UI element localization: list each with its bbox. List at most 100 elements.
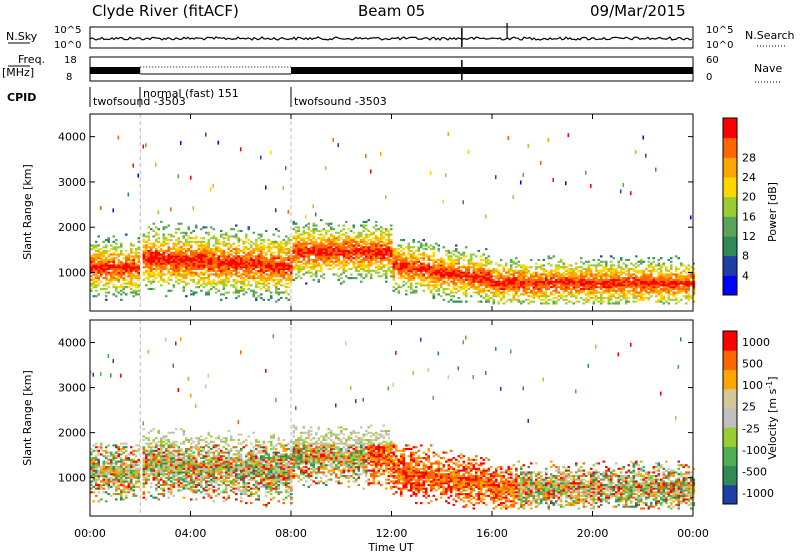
heatmap-cell <box>207 251 210 254</box>
heatmap-cell <box>350 277 353 280</box>
heatmap-cell <box>637 264 640 267</box>
heatmap-cell <box>175 257 178 260</box>
heatmap-cell <box>162 226 165 229</box>
heatmap-cell <box>685 295 688 298</box>
heatmap-cell <box>620 280 623 283</box>
heatmap-cell <box>692 289 695 292</box>
heatmap-cell <box>335 238 338 242</box>
heatmap-cell <box>192 267 195 271</box>
heatmap-cell <box>112 271 115 274</box>
heatmap-cell <box>320 240 323 243</box>
heatmap-cell <box>240 266 243 269</box>
heatmap-cell <box>335 237 338 240</box>
heatmap-cell <box>220 271 223 274</box>
heatmap-cell <box>572 269 575 272</box>
heatmap-cell <box>447 273 450 276</box>
heatmap-cell <box>475 280 478 283</box>
heatmap-cell <box>317 255 320 258</box>
heatmap-cell <box>95 487 98 490</box>
station-title: Clyde River (fitACF) <box>92 2 239 20</box>
heatmap-cell <box>500 264 503 267</box>
heatmap-cell <box>690 284 693 287</box>
heatmap-cell <box>587 266 590 269</box>
heatmap-cell <box>147 231 150 234</box>
heatmap-cell <box>457 257 460 260</box>
heatmap-cell <box>227 253 230 256</box>
heatmap-cell <box>420 257 423 260</box>
heatmap-cell <box>360 238 363 242</box>
heatmap-cell <box>292 235 295 238</box>
heatmap-cell <box>130 282 133 285</box>
heatmap-cell <box>655 289 658 292</box>
heatmap-cell <box>692 282 695 285</box>
heatmap-cell <box>450 273 453 276</box>
nave-tick-top: 60 <box>706 55 719 66</box>
heatmap-cell <box>162 255 165 258</box>
heatmap-cell <box>355 266 358 269</box>
heatmap-cell <box>560 286 563 289</box>
heatmap-cell <box>177 251 180 254</box>
colorbar-swatch <box>723 216 737 237</box>
heatmap-cell <box>610 260 613 263</box>
heatmap-cell <box>155 260 158 263</box>
heatmap-cell <box>567 267 570 271</box>
heatmap-cell <box>465 300 468 303</box>
heatmap-cell <box>117 280 120 283</box>
heatmap-cell <box>112 455 115 458</box>
heatmap-cell <box>167 249 170 252</box>
heatmap-cell <box>125 257 128 260</box>
heatmap-cell <box>385 195 387 200</box>
heatmap-cell <box>220 229 223 233</box>
heatmap-cell <box>535 280 538 283</box>
heatmap-cell <box>630 280 633 283</box>
heatmap-cell <box>235 260 238 263</box>
heatmap-cell <box>565 181 567 186</box>
heatmap-cell <box>407 286 410 289</box>
heatmap-cell <box>212 264 215 267</box>
heatmap-cell <box>182 231 185 234</box>
heatmap-cell <box>675 302 678 305</box>
heatmap-cell <box>477 249 480 252</box>
heatmap-cell <box>592 277 595 280</box>
heatmap-cell <box>205 255 208 258</box>
heatmap-cell <box>125 473 128 476</box>
heatmap-cell <box>177 240 180 243</box>
heatmap-cell <box>650 286 653 289</box>
heatmap-cell <box>242 284 245 287</box>
heatmap-cell <box>452 291 455 294</box>
heatmap-cell <box>182 253 185 256</box>
heatmap-cell <box>552 273 555 276</box>
heatmap-cell <box>90 266 93 269</box>
heatmap-cell <box>650 289 653 292</box>
heatmap-cell <box>90 370 92 375</box>
heatmap-cell <box>462 258 465 262</box>
heatmap-cell <box>327 251 330 254</box>
heatmap-cell <box>182 271 185 274</box>
heatmap-cell <box>555 269 558 272</box>
heatmap-cell <box>572 267 575 271</box>
heatmap-cell <box>142 253 145 256</box>
heatmap-cell <box>360 224 363 227</box>
heatmap-cell <box>290 264 293 267</box>
heatmap-cell <box>617 266 620 269</box>
heatmap-cell <box>185 233 188 236</box>
heatmap-cell <box>225 282 228 285</box>
heatmap-cell <box>312 267 315 271</box>
heatmap-cell <box>452 300 455 303</box>
freq-trace <box>90 60 693 80</box>
heatmap-cell <box>115 266 118 269</box>
heatmap-cell <box>627 280 630 283</box>
heatmap-cell <box>452 273 455 276</box>
heatmap-cell <box>147 275 150 278</box>
heatmap-cell <box>450 277 453 280</box>
heatmap-cell <box>560 287 563 291</box>
heatmap-cell <box>585 296 588 300</box>
heatmap-cell <box>217 275 220 278</box>
heatmap-cell <box>582 282 585 285</box>
heatmap-cell <box>612 282 615 285</box>
heatmap-cell <box>682 264 685 267</box>
heatmap-cell <box>297 244 300 247</box>
heatmap-cell <box>585 282 588 285</box>
heatmap-cell <box>560 260 563 263</box>
heatmap-cell <box>125 465 128 469</box>
